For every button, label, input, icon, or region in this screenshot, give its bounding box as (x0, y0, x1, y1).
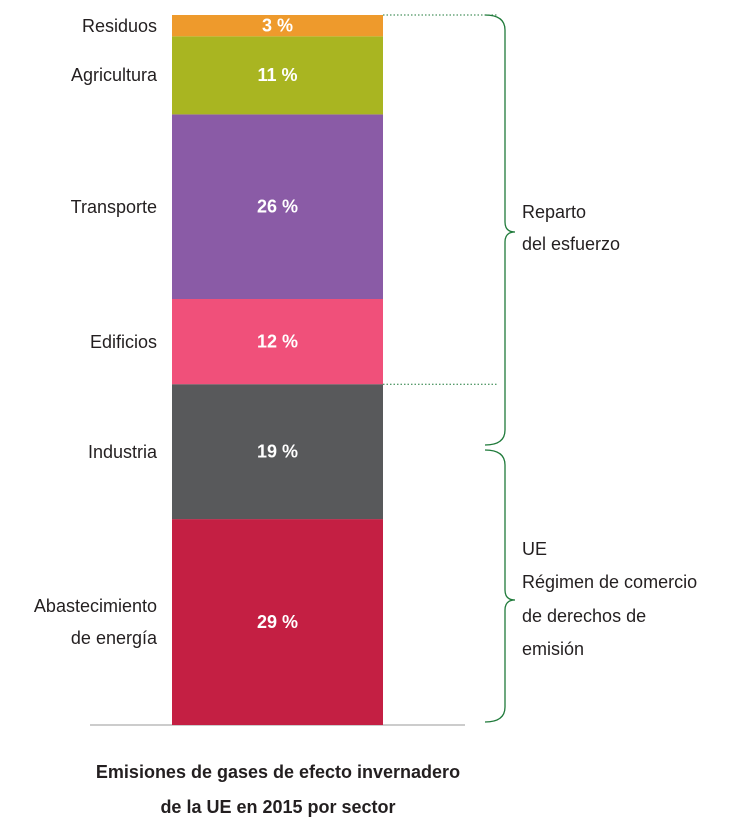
category-label: Transporte (70, 196, 157, 217)
annotation: Régimen de comercio (522, 572, 697, 592)
category-label: Residuos (81, 15, 157, 36)
category-label: Abastecimiento de energía (33, 596, 157, 649)
bar-segment (172, 114, 383, 300)
annotation: de derechos de (522, 606, 646, 626)
bar-segment (172, 299, 383, 385)
value-label: 26 % (257, 196, 298, 216)
bar-segment (172, 384, 383, 520)
category-label: Industria (87, 441, 157, 462)
bar-segment (172, 15, 383, 37)
annotation: Reparto (522, 202, 586, 222)
bracket (484, 449, 516, 723)
annotation: del esfuerzo (522, 234, 620, 254)
chart-title: Emisiones de gases de efecto invernadero (96, 762, 460, 782)
category-label: Agricultura (70, 65, 157, 86)
annotation: UE (522, 539, 547, 559)
annotation: emisión (522, 639, 584, 659)
value-label: 29 % (257, 612, 298, 632)
bracket (484, 14, 516, 446)
chart-title: de la UE en 2015 por sector (160, 797, 395, 817)
bar-segment (172, 519, 383, 725)
bar-segment (172, 36, 383, 115)
category-label: Edificios (89, 331, 157, 352)
value-label: 19 % (257, 441, 298, 461)
value-label: 3 % (262, 15, 293, 35)
value-label: 11 % (257, 65, 297, 85)
value-label: 12 % (257, 331, 298, 351)
